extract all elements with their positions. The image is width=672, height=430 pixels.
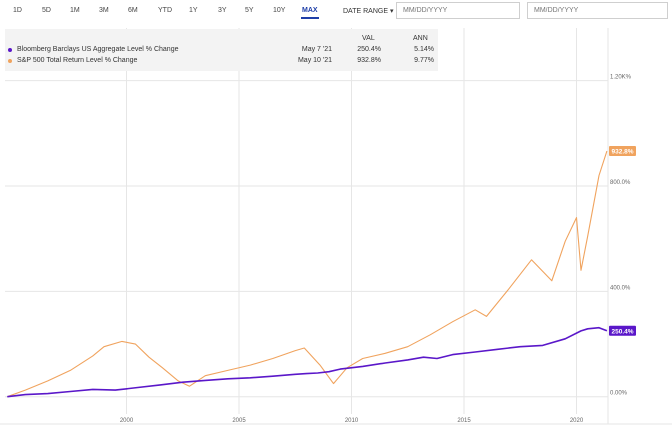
chart-end-labels: 250.4% 932.8%	[609, 146, 636, 336]
caret-down-icon: ▾	[389, 8, 394, 15]
range-10y-button[interactable]: 10Y	[273, 7, 286, 14]
series-end-badge	[609, 146, 636, 157]
date-range-dropdown[interactable]: DATE RANGE ▾	[343, 7, 393, 15]
legend-ann-header: ANN	[413, 35, 428, 42]
legend-dot	[8, 48, 12, 52]
legend-series-name: Bloomberg Barclays US Aggregate Level % …	[17, 46, 179, 53]
range-6m-button[interactable]: 6M	[128, 7, 138, 14]
range-max-button[interactable]: MAX	[302, 7, 318, 14]
end-date-input[interactable]	[527, 2, 668, 19]
legend-annualized: 5.14%	[414, 46, 434, 53]
chart-axis-labels: 0.00% 400.0% 800.0% 1.20K% 2000 2005 2010 2015 2…	[120, 75, 632, 424]
toolbar: 1D 5D 1M 3M 6M YTD 1Y 3Y 5Y 10Y MAX DATE…	[0, 0, 672, 26]
legend-val-header: VAL	[362, 35, 375, 42]
y-tick-label: 800.0%	[610, 180, 631, 186]
legend-series-name: S&P 500 Total Return Level % Change	[17, 57, 138, 64]
series-end-label: 250.4%	[611, 328, 633, 335]
x-tick-label: 2020	[570, 418, 584, 424]
chart-series	[7, 150, 608, 398]
legend-row-bond[interactable]: Bloomberg Barclays US Aggregate Level % …	[5, 45, 438, 56]
legend-value: 250.4%	[357, 46, 381, 53]
legend-date: May 7 '21	[301, 46, 332, 53]
x-tick-label: 2000	[120, 418, 134, 424]
x-tick-label: 2010	[345, 418, 359, 424]
legend-date: May 10 '21	[297, 57, 332, 64]
range-1y-button[interactable]: 1Y	[189, 7, 198, 14]
range-1d-button[interactable]: 1D	[13, 7, 22, 14]
legend-row-sp500[interactable]: S&P 500 Total Return Level % Change May …	[5, 56, 438, 67]
series-end-label: 932.8%	[611, 149, 633, 156]
start-date-input[interactable]	[396, 2, 520, 19]
legend-value: 932.8%	[357, 57, 381, 64]
date-range-label: DATE RANGE	[343, 8, 388, 15]
y-tick-label: 0.00%	[610, 391, 628, 397]
range-3m-button[interactable]: 3M	[99, 7, 109, 14]
x-tick-label: 2005	[232, 418, 246, 424]
range-1m-button[interactable]: 1M	[70, 7, 80, 14]
range-5y-button[interactable]: 5Y	[245, 7, 254, 14]
series-end-badge	[609, 325, 636, 336]
x-tick-label: 2015	[457, 418, 471, 424]
legend-dot	[8, 59, 12, 63]
y-tick-label: 400.0%	[610, 285, 631, 291]
sp500-series-line	[7, 150, 608, 398]
bond-series-line	[7, 326, 608, 398]
range-3y-button[interactable]: 3Y	[218, 7, 227, 14]
chart-grid	[0, 28, 672, 425]
legend-table: VAL ANN Bloomberg Barclays US Aggregate …	[5, 29, 438, 71]
range-5d-button[interactable]: 5D	[42, 7, 51, 14]
legend-annualized: 9.77%	[414, 57, 434, 64]
range-ytd-button[interactable]: YTD	[158, 7, 172, 14]
y-tick-label: 1.20K%	[610, 75, 632, 81]
active-range-indicator	[301, 17, 319, 19]
